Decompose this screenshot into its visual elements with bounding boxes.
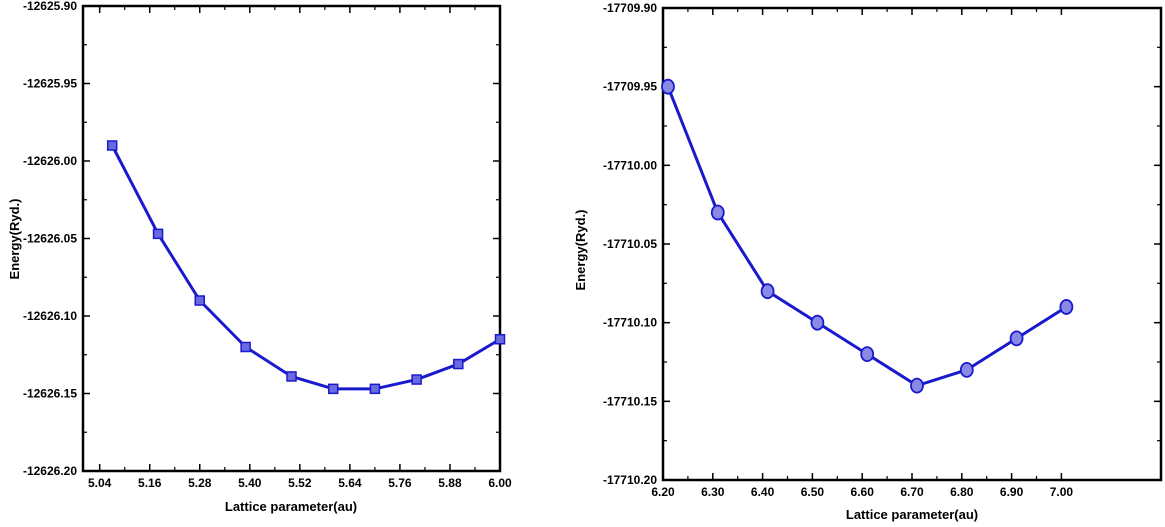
series-line <box>666 86 1068 388</box>
y-axis-title: Energy(Ryd.) <box>573 210 588 291</box>
data-point-marker <box>810 314 825 331</box>
x-tick-label: 5.40 <box>238 476 262 490</box>
y-tick-label: -17710.10 <box>603 316 657 330</box>
data-point-marker <box>106 140 118 151</box>
y-tick-label: -12626.00 <box>23 154 77 168</box>
chart-panel-left: 5.04 5.16 5.28 5.40 5.52 5.64 5.76 5.88 6.00 -12… <box>7 0 512 514</box>
x-tick-group: 5.04 5.16 5.28 5.40 5.52 5.64 5.76 5.88 6.00 <box>88 6 512 490</box>
x-tick-label: 6.30 <box>701 485 725 499</box>
data-point-marker <box>959 361 974 378</box>
y-tick-label: -17709.90 <box>603 1 657 15</box>
x-tick-label: 5.88 <box>438 476 462 490</box>
x-axis-title: Lattice parameter(au) <box>225 499 357 514</box>
x-tick-label: 6.50 <box>801 485 825 499</box>
data-point-marker <box>194 295 206 306</box>
data-point-marker <box>453 358 464 370</box>
x-tick-label: 5.16 <box>138 476 162 490</box>
data-point-marker <box>369 383 381 395</box>
series-group <box>661 78 1074 394</box>
data-point-marker <box>152 228 164 240</box>
y-tick-label: -12626.10 <box>23 309 77 323</box>
x-tick-label: 5.52 <box>288 476 312 490</box>
data-point-marker <box>760 283 775 300</box>
chart-panel-right: 6.20 6.30 6.40 6.50 6.60 6.70 6.80 6.90 7.00 -17… <box>573 1 1163 522</box>
data-point-marker <box>860 346 875 363</box>
plot-frame <box>81 4 502 473</box>
y-tick-group: -17709.90 -17709.95 -17710.00 -17710.05 -177… <box>603 1 1161 487</box>
y-tick-label: -17709.95 <box>603 80 657 94</box>
series-group <box>106 140 506 395</box>
x-tick-label: 7.00 <box>1050 485 1074 499</box>
data-point-marker <box>327 383 339 395</box>
x-axis-title: Lattice parameter(au) <box>846 507 978 522</box>
y-tick-label: -17710.20 <box>603 473 657 487</box>
x-tick-label: 6.70 <box>900 485 924 499</box>
x-tick-label: 6.60 <box>851 485 875 499</box>
series-line <box>110 144 501 391</box>
y-tick-label: -12625.90 <box>23 0 77 13</box>
data-point-marker <box>1009 330 1024 347</box>
y-tick-label: -12626.15 <box>23 387 77 401</box>
x-tick-label: 6.20 <box>651 485 675 499</box>
data-point-marker <box>494 334 506 345</box>
y-tick-group: -12625.90 -12625.95 -12626.00 -12626.05 -126… <box>23 0 500 478</box>
x-tick-label: 5.04 <box>88 476 112 490</box>
x-tick-label: 6.90 <box>1000 485 1024 499</box>
y-tick-label: -12626.05 <box>23 232 77 246</box>
data-point-marker <box>411 374 422 385</box>
y-axis-title: Energy(Ryd.) <box>7 199 22 280</box>
x-tick-label: 6.80 <box>950 485 974 499</box>
data-point-marker <box>661 78 675 95</box>
data-point-marker <box>240 341 251 353</box>
data-point-marker <box>910 377 924 394</box>
y-tick-label: -17710.00 <box>603 158 657 172</box>
data-point-marker <box>710 204 725 221</box>
y-tick-label: -17710.05 <box>603 237 657 251</box>
data-point-marker <box>286 371 297 382</box>
y-tick-label: -12625.95 <box>23 77 77 91</box>
y-tick-label: -17710.15 <box>603 394 657 408</box>
x-tick-group: 6.20 6.30 6.40 6.50 6.60 6.70 6.80 6.90 7.00 <box>651 8 1073 499</box>
x-tick-label: 6.00 <box>488 476 512 490</box>
x-tick-label: 5.64 <box>338 476 362 490</box>
x-tick-label: 5.76 <box>388 476 412 490</box>
data-point-marker <box>1059 299 1074 315</box>
x-tick-label: 5.28 <box>188 476 212 490</box>
y-tick-label: -12626.20 <box>23 464 77 478</box>
x-tick-label: 6.40 <box>751 485 775 499</box>
